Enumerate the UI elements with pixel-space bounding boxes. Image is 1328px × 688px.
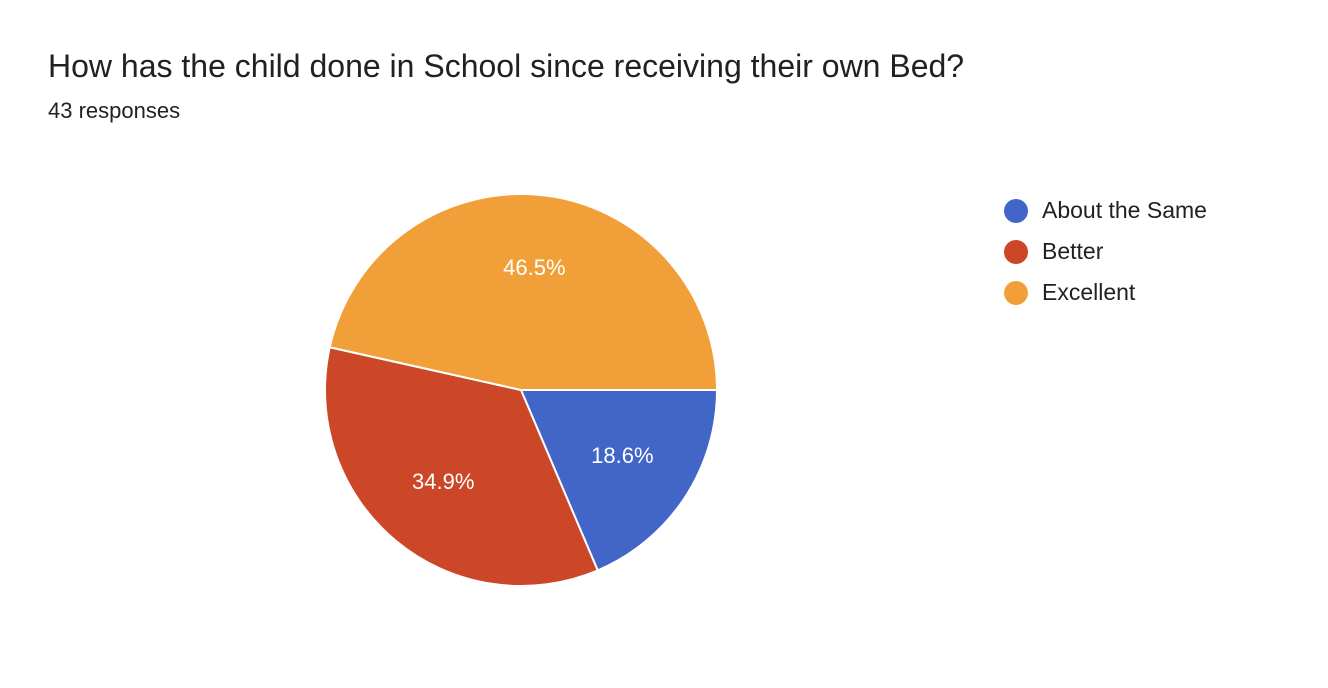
legend-item-excellent[interactable]: Excellent [1004,272,1207,313]
pie-labels: 18.6% 34.9% 46.5% [412,255,654,494]
legend-label: Better [1042,238,1104,264]
legend: About the Same Better Excellent [1004,190,1207,313]
legend-label: Excellent [1042,279,1136,305]
response-count: 43 responses [48,98,181,123]
legend-swatch [1004,239,1028,264]
pie-slices [324,193,719,587]
legend-item-about-the-same[interactable]: About the Same [1004,190,1207,231]
legend-label: About the Same [1042,197,1207,223]
pie-slice-value-label: 46.5% [503,255,565,280]
chart-title: How has the child done in School since r… [48,48,965,84]
pie-slice-better[interactable] [324,346,600,587]
pie-slice-excellent[interactable] [328,193,719,391]
legend-swatch [1004,198,1028,223]
legend-swatch [1004,280,1028,305]
legend-item-better[interactable]: Better [1004,231,1207,272]
pie-slice-value-label: 18.6% [591,443,653,468]
pie-slice-about-the-same[interactable] [519,389,719,572]
pie-slice-value-label: 34.9% [412,469,474,494]
